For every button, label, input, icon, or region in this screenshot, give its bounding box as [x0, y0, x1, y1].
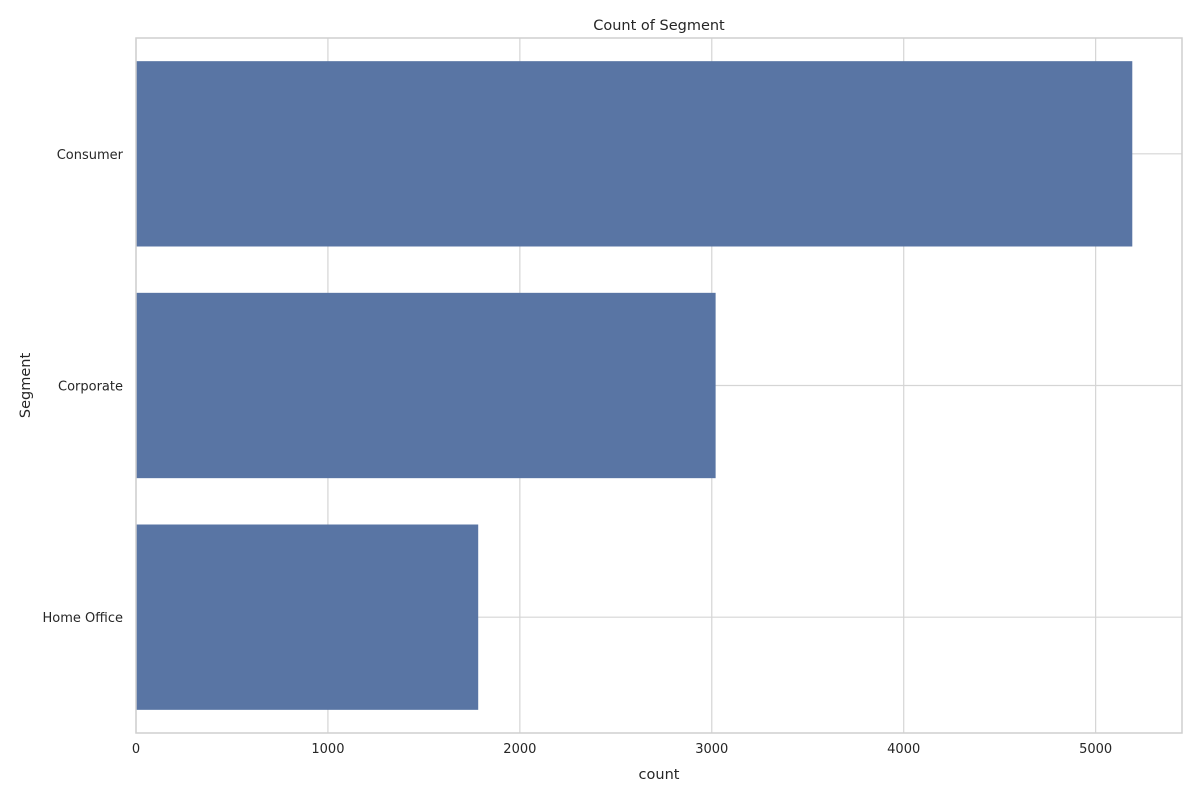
- y-tick-label: Home Office: [43, 611, 123, 626]
- bars: [136, 61, 1133, 710]
- tick-labels: 0 1000 2000 3000 4000 5000 Consumer Corporate Ho…: [43, 148, 1113, 757]
- bar-consumer: [136, 61, 1133, 247]
- y-tick-label: Corporate: [58, 380, 123, 395]
- bar-home-office: [136, 524, 479, 710]
- axis-spines: [135, 37, 1183, 734]
- x-tick-label: 1000: [311, 742, 344, 757]
- x-tick-label: 0: [132, 742, 140, 757]
- chart-title: Count of Segment: [593, 18, 725, 34]
- bar-corporate: [136, 292, 716, 479]
- x-axis-label: count: [639, 767, 680, 783]
- x-tick-label: 5000: [1079, 742, 1112, 757]
- x-tick-label: 3000: [695, 742, 728, 757]
- y-tick-label: Consumer: [57, 148, 124, 163]
- x-tick-label: 4000: [887, 742, 920, 757]
- x-tick-label: 2000: [503, 742, 536, 757]
- plot-frame: [135, 37, 1183, 734]
- y-axis-label: Segment: [18, 353, 34, 419]
